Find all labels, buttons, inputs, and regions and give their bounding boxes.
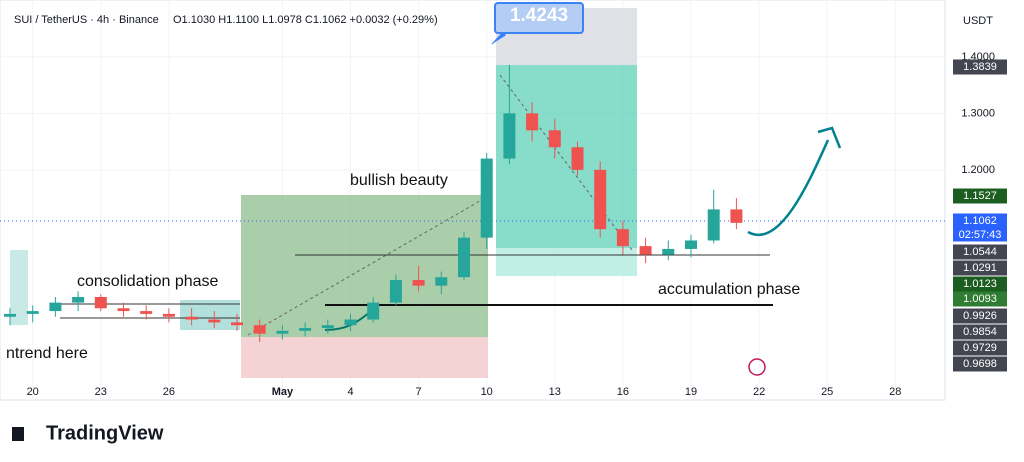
price-badge-label: 0.9729 <box>963 342 997 354</box>
zone <box>496 248 637 276</box>
candle-body <box>639 246 652 255</box>
price-badge-label: 1.1062 <box>963 215 997 227</box>
candle-body <box>321 325 334 329</box>
candle-body <box>140 311 153 314</box>
candle-body <box>730 209 743 223</box>
price-badge-label: 1.1527 <box>963 190 997 202</box>
x-tick-label: 10 <box>481 386 493 398</box>
x-tick-label: 23 <box>95 386 107 398</box>
price-badge <box>953 59 1007 75</box>
candle-body <box>389 280 402 303</box>
candle-body <box>49 302 62 312</box>
candle-body <box>299 328 312 331</box>
profit-zone <box>241 195 488 337</box>
price-badge-label: 0.9854 <box>963 326 997 338</box>
candle-body <box>571 147 584 170</box>
candle-body <box>94 296 107 309</box>
price-badge-label: 1.3839 <box>963 61 997 73</box>
x-tick-label: 7 <box>416 386 422 398</box>
price-badge <box>953 276 1007 292</box>
candle-body <box>4 313 16 317</box>
x-tick-label: 25 <box>821 386 833 398</box>
x-tick-label: May <box>272 386 294 398</box>
callout-label: 1.4243 <box>510 5 568 26</box>
price-badge-label: 1.0123 <box>963 278 997 290</box>
candle-body <box>685 240 697 249</box>
candle-body <box>503 113 516 159</box>
zone <box>180 300 240 330</box>
zone <box>10 250 28 325</box>
zone <box>496 65 637 248</box>
candle-body <box>367 302 380 320</box>
trend-line <box>499 74 633 251</box>
candle-body <box>185 316 198 320</box>
candles <box>4 64 743 343</box>
projection-arrow <box>747 139 830 236</box>
y-tick-label: 1.2000 <box>961 164 995 176</box>
price-badge <box>953 308 1007 324</box>
arrow-head <box>817 126 842 149</box>
candle-body <box>594 169 607 230</box>
candle-body <box>526 113 539 131</box>
candle-body <box>162 313 175 317</box>
price-badge-label: 1.0291 <box>963 262 997 274</box>
y-tick-label: 1.3000 <box>961 107 995 119</box>
price-badge-label: 0.9926 <box>963 310 997 322</box>
price-badge-label: 1.0093 <box>963 293 997 305</box>
price-badge <box>953 340 1007 356</box>
candle-body <box>435 277 448 286</box>
symbol: SUI / TetherUS · 4h · Binance <box>14 14 159 26</box>
candle-body <box>707 209 720 241</box>
x-tick-label: 16 <box>617 386 629 398</box>
price-axis: 1.40001.30001.20001.38391.15271.10621.05… <box>953 51 1007 372</box>
candle-body <box>548 130 561 148</box>
countdown: 02:57:43 <box>959 229 1002 241</box>
candle-body <box>208 319 221 323</box>
price-badge <box>953 260 1007 276</box>
x-tick-label: 19 <box>685 386 697 398</box>
x-tick-label: 26 <box>163 386 175 398</box>
price-badge <box>953 291 1007 307</box>
icon <box>748 358 766 376</box>
price-badge-label: 1.0544 <box>963 246 997 258</box>
x-tick-label: 22 <box>753 386 765 398</box>
candle-body <box>480 158 493 238</box>
annotation: bullish beauty <box>350 172 448 189</box>
annotation: consolidation phase <box>77 273 219 290</box>
candle-body <box>26 311 39 314</box>
brand: TradingView <box>46 422 164 444</box>
annotation: accumulation phase <box>658 281 800 298</box>
price-badge <box>953 324 1007 340</box>
candle-body <box>231 322 243 326</box>
x-tick-label: 20 <box>27 386 39 398</box>
candle-body <box>117 308 130 312</box>
candle-body <box>616 229 629 247</box>
candle-body <box>72 296 85 303</box>
annotation: ntrend here <box>6 345 88 362</box>
candle-body <box>662 248 675 255</box>
ohlc: O1.1030 H1.1100 L1.0978 C1.1062 +0.0032 … <box>173 14 438 26</box>
price-badge-label: 0.9698 <box>963 358 997 370</box>
price-badge <box>953 213 1007 242</box>
price-badge <box>953 244 1007 260</box>
x-tick-label: 13 <box>549 386 561 398</box>
candle-body <box>458 237 470 278</box>
loss-zone <box>241 337 488 378</box>
candle-body <box>253 325 266 334</box>
candle-body <box>412 280 425 286</box>
x-tick-label: 28 <box>889 386 901 398</box>
trend-line <box>247 197 486 336</box>
candle-body <box>344 319 357 326</box>
price-badge <box>953 188 1007 204</box>
logo-mark <box>12 427 24 441</box>
candle-body <box>276 330 289 334</box>
price-badge <box>953 356 1007 372</box>
callout-box <box>494 2 584 34</box>
x-tick-label: 4 <box>347 386 353 398</box>
currency: USDT <box>963 15 993 27</box>
